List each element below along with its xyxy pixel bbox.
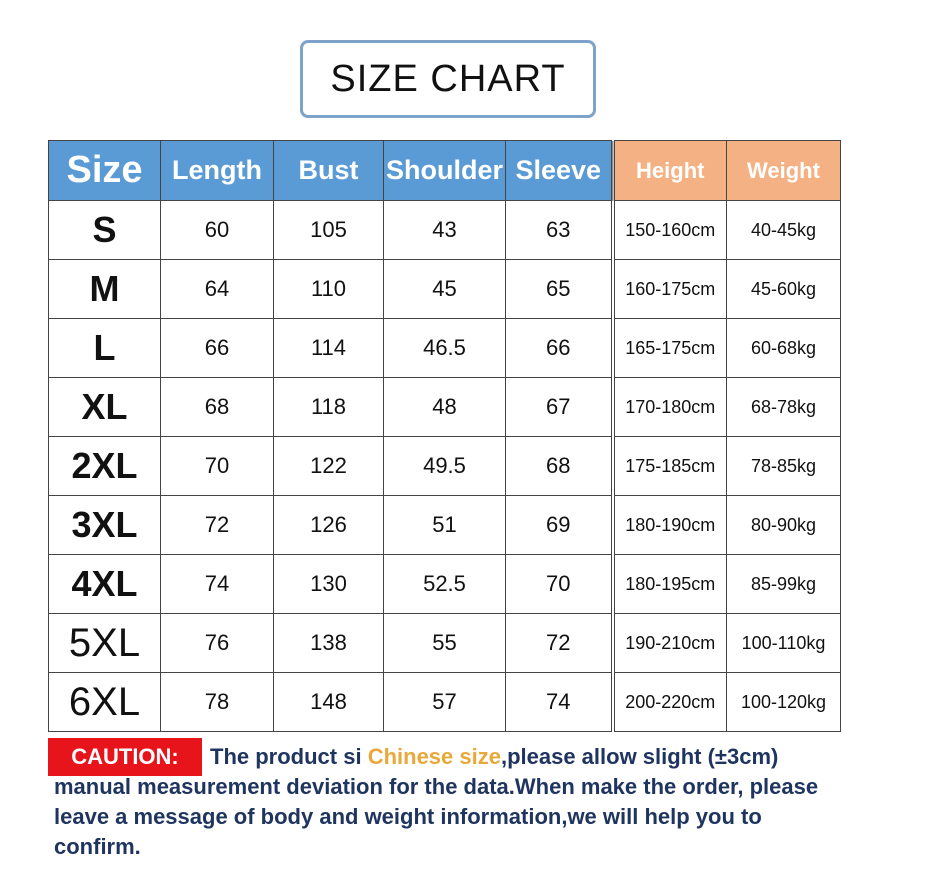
caution-text-after: ,please allow slight (±3cm) manual measu… xyxy=(54,744,819,859)
column-header-length: Length xyxy=(160,140,274,201)
cell-height: 180-190cm xyxy=(610,495,727,555)
cell-shoulder: 55 xyxy=(383,613,506,673)
column-header-weight: Weight xyxy=(726,140,841,201)
cell-sleeve: 74 xyxy=(505,672,613,732)
cell-shoulder: 57 xyxy=(383,672,506,732)
cell-shoulder: 49.5 xyxy=(383,436,506,496)
cell-length: 72 xyxy=(160,495,274,555)
table-row: 4XL 74 130 52.5 70 180-195cm 85-99kg xyxy=(48,554,841,614)
cell-height: 165-175cm xyxy=(610,318,727,378)
cell-bust: 122 xyxy=(273,436,384,496)
cell-sleeve: 65 xyxy=(505,259,613,319)
cell-sleeve: 68 xyxy=(505,436,613,496)
cell-weight: 68-78kg xyxy=(726,377,841,437)
cell-sleeve: 69 xyxy=(505,495,613,555)
size-label-cell: M xyxy=(48,259,161,319)
cell-length: 66 xyxy=(160,318,274,378)
cell-weight: 100-120kg xyxy=(726,672,841,732)
size-label-cell: 2XL xyxy=(48,436,161,496)
cell-bust: 114 xyxy=(273,318,384,378)
table-row: XL 68 118 48 67 170-180cm 68-78kg xyxy=(48,377,841,437)
cell-shoulder: 46.5 xyxy=(383,318,506,378)
cell-shoulder: 43 xyxy=(383,200,506,260)
header-row: Size Length Bust Shoulder Sleeve Height Weight xyxy=(48,140,841,201)
cell-height: 160-175cm xyxy=(610,259,727,319)
cell-shoulder: 48 xyxy=(383,377,506,437)
column-header-sleeve: Sleeve xyxy=(505,140,613,201)
size-chart-title: SIZE CHART xyxy=(300,40,596,118)
cell-weight: 45-60kg xyxy=(726,259,841,319)
cell-weight: 60-68kg xyxy=(726,318,841,378)
cell-bust: 105 xyxy=(273,200,384,260)
cell-length: 60 xyxy=(160,200,274,260)
cell-height: 150-160cm xyxy=(610,200,727,260)
size-label-cell: 5XL xyxy=(48,613,161,673)
table-row: 3XL 72 126 51 69 180-190cm 80-90kg xyxy=(48,495,841,555)
caution-highlight: Chinese size xyxy=(367,744,501,769)
cell-weight: 78-85kg xyxy=(726,436,841,496)
cell-bust: 118 xyxy=(273,377,384,437)
column-header-height: Height xyxy=(610,140,727,201)
column-header-shoulder: Shoulder xyxy=(383,140,506,201)
size-label-cell: XL xyxy=(48,377,161,437)
cell-height: 170-180cm xyxy=(610,377,727,437)
caution-text-before: The product si xyxy=(210,744,368,769)
cell-length: 76 xyxy=(160,613,274,673)
size-label-cell: 6XL xyxy=(48,672,161,732)
cell-weight: 40-45kg xyxy=(726,200,841,260)
table-row: L 66 114 46.5 66 165-175cm 60-68kg xyxy=(48,318,841,378)
table-row: 5XL 76 138 55 72 190-210cm 100-110kg xyxy=(48,613,841,673)
caution-badge: CAUTION: xyxy=(48,738,202,776)
size-label-cell: 4XL xyxy=(48,554,161,614)
cell-bust: 148 xyxy=(273,672,384,732)
caution-note: The product si Chinese size,please allow… xyxy=(54,742,854,862)
cell-height: 175-185cm xyxy=(610,436,727,496)
size-label-cell: L xyxy=(48,318,161,378)
cell-weight: 80-90kg xyxy=(726,495,841,555)
cell-bust: 126 xyxy=(273,495,384,555)
column-header-size: Size xyxy=(48,140,161,201)
cell-length: 64 xyxy=(160,259,274,319)
cell-sleeve: 63 xyxy=(505,200,613,260)
table-row: 6XL 78 148 57 74 200-220cm 100-120kg xyxy=(48,672,841,732)
table-row: M 64 110 45 65 160-175cm 45-60kg xyxy=(48,259,841,319)
cell-length: 74 xyxy=(160,554,274,614)
cell-sleeve: 72 xyxy=(505,613,613,673)
cell-height: 180-195cm xyxy=(610,554,727,614)
cell-shoulder: 52.5 xyxy=(383,554,506,614)
cell-weight: 100-110kg xyxy=(726,613,841,673)
cell-sleeve: 70 xyxy=(505,554,613,614)
cell-sleeve: 66 xyxy=(505,318,613,378)
table-row: 2XL 70 122 49.5 68 175-185cm 78-85kg xyxy=(48,436,841,496)
column-header-bust: Bust xyxy=(273,140,384,201)
table-row: S 60 105 43 63 150-160cm 40-45kg xyxy=(48,200,841,260)
cell-weight: 85-99kg xyxy=(726,554,841,614)
cell-height: 200-220cm xyxy=(610,672,727,732)
size-chart-table: Size Length Bust Shoulder Sleeve Height Weight… xyxy=(48,140,841,732)
cell-bust: 138 xyxy=(273,613,384,673)
cell-length: 70 xyxy=(160,436,274,496)
size-label-cell: 3XL xyxy=(48,495,161,555)
size-label-cell: S xyxy=(48,200,161,260)
cell-height: 190-210cm xyxy=(610,613,727,673)
cell-shoulder: 51 xyxy=(383,495,506,555)
cell-length: 68 xyxy=(160,377,274,437)
cell-shoulder: 45 xyxy=(383,259,506,319)
cell-bust: 110 xyxy=(273,259,384,319)
cell-bust: 130 xyxy=(273,554,384,614)
cell-length: 78 xyxy=(160,672,274,732)
cell-sleeve: 67 xyxy=(505,377,613,437)
